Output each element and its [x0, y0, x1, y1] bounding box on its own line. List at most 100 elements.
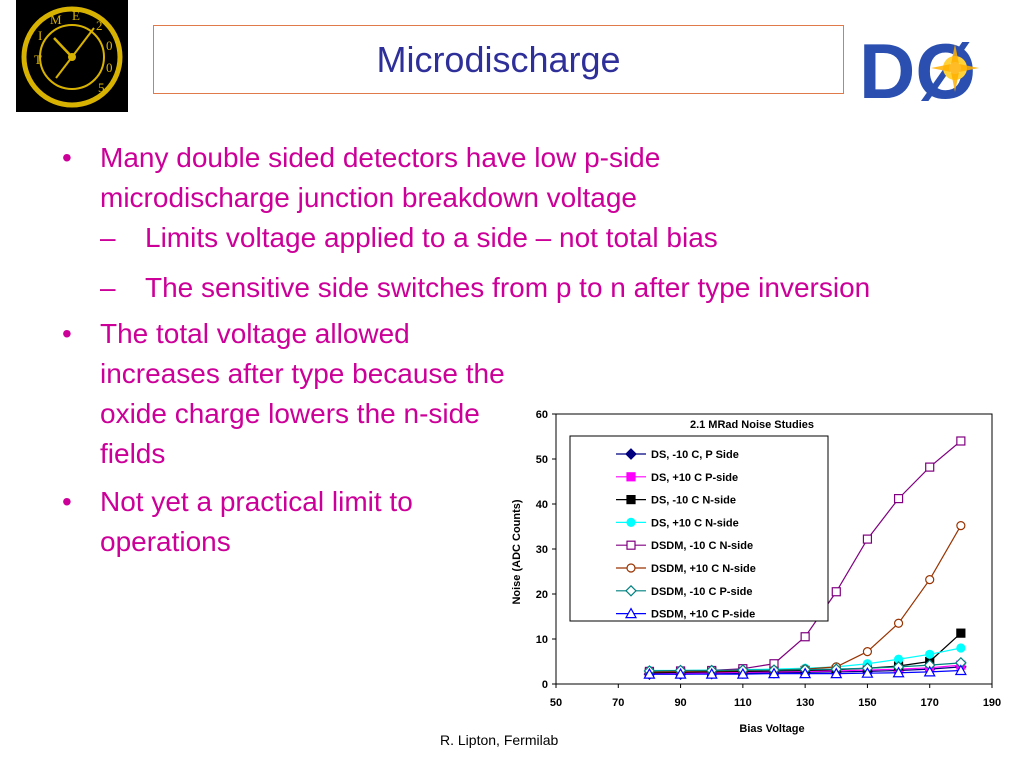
data-point	[626, 494, 636, 505]
data-point	[892, 666, 905, 678]
x-tick-label: 130	[796, 697, 814, 709]
noise-chart: 0 10 20 30 40 50 60 50 70 90 110 130 150 170 190 2.1 …	[496, 402, 1016, 742]
data-point	[830, 667, 843, 679]
legend-entry: DS, -10 C, P Side	[616, 448, 739, 461]
y-tick-label: 50	[536, 454, 548, 466]
data-point	[861, 666, 874, 678]
data-point	[862, 534, 873, 544]
data-point	[923, 665, 936, 677]
data-point	[767, 667, 781, 679]
legend-label: DS, -10 C N-side	[651, 495, 736, 507]
data-point	[956, 436, 966, 446]
x-tick-label: 190	[983, 697, 1001, 709]
x-tick-label: 50	[550, 697, 562, 709]
x-tick-label: 110	[734, 697, 752, 709]
data-point	[625, 448, 637, 460]
data-point	[799, 667, 812, 679]
bullet-item: • Many double sided detectors have low p…	[62, 138, 820, 218]
y-axis-label: Noise (ADC Counts)	[511, 499, 523, 604]
legend-label: DS, +10 C P-side	[651, 472, 738, 484]
clock-letter: 2	[96, 18, 103, 33]
data-point	[625, 584, 637, 597]
data-point	[893, 493, 904, 504]
data-point	[925, 649, 935, 659]
page-title: Microdischarge	[376, 38, 621, 80]
data-point	[831, 587, 841, 597]
bullet-text: The total voltage allowed increases afte…	[100, 318, 505, 469]
legend-label: DSDM, -10 C N-side	[651, 540, 753, 552]
sub-bullet-text: The sensitive side switches from p to n …	[145, 272, 871, 303]
clock-letter: 5	[98, 80, 105, 95]
legend: DS, -10 C, P Side DS, +10 C P-side DS, -10…	[616, 448, 756, 621]
legend-entry: DS, -10 C N-side	[616, 495, 736, 507]
bullet-text: Not yet a practical limit to operations	[100, 486, 413, 557]
data-point	[800, 632, 810, 642]
clock-letter: T	[34, 52, 42, 67]
legend-label: DS, -10 C, P Side	[651, 449, 739, 461]
sub-bullet-item: – Limits voltage applied to a side – not…	[100, 218, 905, 258]
data-point	[624, 607, 638, 619]
clock-letter: I	[38, 28, 42, 43]
data-point	[956, 520, 966, 531]
data-point	[626, 563, 636, 573]
title-box: Microdischarge	[153, 25, 844, 94]
bullet-item: • Not yet a practical limit to operation…	[62, 482, 530, 562]
legend-label: DS, +10 C N-side	[651, 517, 739, 529]
legend-entry: DS, +10 C N-side	[616, 517, 739, 529]
bullet-list: • Many double sided detectors have low p…	[62, 138, 942, 562]
legend-box	[569, 435, 829, 622]
chart-title: 2.1 MRad Noise Studies	[690, 419, 814, 431]
y-tick-label: 10	[536, 634, 548, 646]
bullet-symbol: •	[62, 142, 72, 173]
clock-letter: 0	[106, 38, 113, 53]
y-tick-label: 60	[536, 409, 548, 421]
data-point	[954, 664, 967, 676]
legend-entry: DSDM, +10 C N-side	[616, 563, 756, 575]
data-point	[956, 643, 966, 653]
legend-entry: DS, +10 C P-side	[616, 472, 738, 484]
x-axis: 50 70 90 110 130 150 170 190	[550, 684, 1001, 709]
series-group	[643, 664, 967, 679]
data-point	[626, 472, 636, 482]
sub-bullet-symbol: –	[100, 272, 116, 303]
chart-svg: 0 10 20 30 40 50 60 50 70 90 110 130 150 170 190 2.1 …	[511, 409, 1001, 735]
d-zero-logo-graphic: DØ	[859, 27, 979, 110]
x-tick-label: 170	[921, 697, 939, 709]
y-tick-label: 20	[536, 589, 548, 601]
y-axis: 0 10 20 30 40 50 60	[536, 409, 556, 691]
x-tick-label: 150	[858, 697, 876, 709]
bullet-symbol: •	[62, 486, 72, 517]
bullet-symbol: •	[62, 318, 72, 349]
d-zero-logo: DØ	[855, 24, 1015, 110]
data-point	[862, 647, 873, 657]
data-point	[736, 667, 749, 679]
y-tick-label: 0	[542, 679, 548, 691]
legend-label: DSDM, -10 C P-side	[651, 586, 752, 598]
x-tick-label: 90	[674, 697, 686, 709]
data-point	[626, 517, 636, 528]
x-axis-label: Bias Voltage	[739, 723, 804, 735]
sub-bullet-text: Limits voltage applied to a side – not t…	[145, 222, 718, 253]
legend-label: DSDM, +10 C N-side	[651, 563, 756, 575]
bullet-text: Many double sided detectors have low p-s…	[100, 142, 661, 213]
legend-entry: DSDM, +10 C P-side	[616, 607, 755, 621]
data-point	[643, 667, 656, 679]
sub-bullet-symbol: –	[100, 222, 116, 253]
legend-entry: DSDM, -10 C N-side	[616, 540, 753, 552]
clock-letter: M	[50, 12, 62, 27]
series-layer	[643, 436, 967, 680]
bullet-item: • The total voltage allowed increases af…	[62, 314, 530, 474]
data-point	[674, 667, 687, 679]
y-tick-label: 30	[536, 544, 548, 556]
data-point	[705, 667, 718, 679]
legend-label: DSDM, +10 C P-side	[651, 609, 755, 621]
clock-logo: T I M E 2 0 0 5	[16, 0, 128, 112]
clock-letter: 0	[106, 60, 113, 75]
footer-credit: R. Lipton, Fermilab	[440, 732, 559, 748]
x-tick-label: 70	[612, 697, 624, 709]
sub-bullet-item: – The sensitive side switches from p to …	[100, 268, 905, 308]
data-point	[626, 540, 636, 550]
legend-entry: DSDM, -10 C P-side	[616, 584, 752, 598]
y-tick-label: 40	[536, 499, 548, 511]
clock-letter: E	[72, 8, 80, 23]
